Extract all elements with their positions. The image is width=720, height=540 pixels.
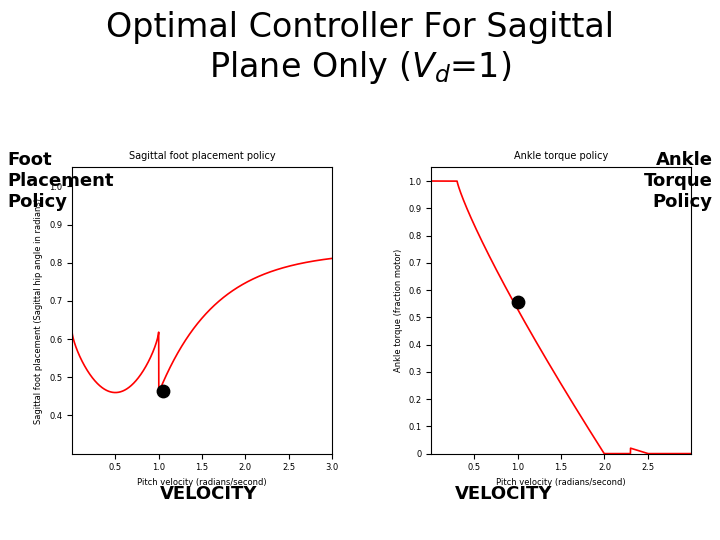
Text: Foot
Placement
Policy: Foot Placement Policy [7,151,114,211]
Point [512,298,523,307]
Title: Ankle torque policy: Ankle torque policy [514,151,608,161]
Y-axis label: Ankle torque (fraction motor): Ankle torque (fraction motor) [394,249,402,372]
Text: VELOCITY: VELOCITY [455,485,553,503]
X-axis label: Pitch velocity (radians/second): Pitch velocity (radians/second) [496,478,626,487]
Title: Sagittal foot placement policy: Sagittal foot placement policy [129,151,275,161]
X-axis label: Pitch velocity (radians/second): Pitch velocity (radians/second) [138,478,267,487]
Text: Optimal Controller For Sagittal
Plane Only ($V_d$=1): Optimal Controller For Sagittal Plane On… [106,11,614,86]
Y-axis label: Sagittal foot placement (Sagittal hip angle in radians): Sagittal foot placement (Sagittal hip an… [35,198,43,423]
Point [157,386,168,395]
Text: VELOCITY: VELOCITY [160,485,258,503]
Text: Ankle
Torque
Policy: Ankle Torque Policy [644,151,713,211]
